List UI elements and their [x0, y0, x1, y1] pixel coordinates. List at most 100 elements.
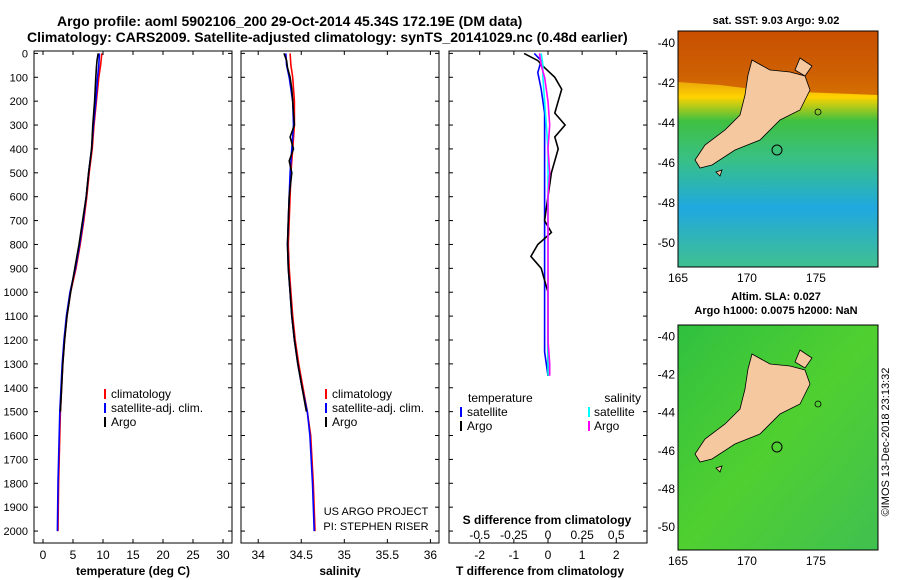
series-line [57, 53, 103, 532]
y-tick-label: 1100 [4, 311, 28, 323]
x-tick-label: -1 [509, 548, 520, 562]
x-tick-label: 0 [545, 548, 552, 562]
map-y-tick-label: -40 [658, 36, 676, 50]
x-tick-label: 20 [156, 548, 170, 562]
sla-map-subtitle: Argo h1000: 0.0075 h2000: NaN [694, 305, 857, 317]
legend-title-temperature: temperature [468, 391, 533, 405]
y-tick-label: 300 [10, 120, 28, 132]
temperature-plot-frame [33, 50, 233, 544]
map-y-tick-label: -46 [658, 444, 676, 458]
map-y-tick-label: -40 [658, 329, 676, 343]
series-line [533, 52, 549, 376]
x-tick-label: 15 [126, 548, 140, 562]
sst-map [677, 30, 879, 268]
y-tick-label: 1300 [4, 359, 28, 371]
argo-location-marker [771, 144, 783, 156]
north-island-tip-sla [794, 349, 813, 369]
x-tick-label: -2 [474, 548, 485, 562]
map-x-tick-label: 170 [737, 554, 757, 568]
series-line [538, 53, 551, 376]
legend-label: Argo [594, 419, 620, 433]
salinity-plot-frame [240, 50, 440, 544]
y-tick-label: 100 [10, 72, 28, 84]
legend-label: climatology [111, 387, 171, 401]
map-y-tick-label: -46 [658, 156, 676, 170]
y-tick-label: 400 [10, 144, 28, 156]
map-y-tick-label: -50 [658, 520, 676, 534]
legend-label: satellite [594, 405, 635, 419]
map-y-tick-label: -44 [658, 406, 676, 420]
south-island-landmass [694, 59, 811, 169]
legend-label: satellite-adj. clim. [111, 401, 203, 415]
map-x-tick-label: 175 [806, 554, 826, 568]
map-x-tick-label: 165 [668, 271, 688, 285]
y-tick-label: 2000 [4, 526, 28, 538]
sla-map [677, 324, 879, 551]
map-y-tick-label: -50 [658, 236, 676, 250]
x-tick-label: 0 [40, 548, 47, 562]
y-tick-label: 900 [10, 263, 28, 275]
x-tick-label: 30 [216, 548, 230, 562]
y-tick-label: 1900 [4, 502, 28, 514]
x-axis-label: T difference from climatology [456, 564, 624, 578]
map-y-tick-label: -44 [658, 116, 676, 130]
s-tick-label: -0.25 [500, 528, 528, 542]
sst-map-frame [677, 30, 879, 268]
figure-title-line1: Argo profile: aoml 5902106_200 29-Oct-20… [57, 13, 523, 29]
map-y-tick-label: -42 [658, 76, 676, 90]
x-axis-label: temperature (deg C) [76, 564, 190, 578]
series-line [283, 53, 308, 412]
y-tick-label: 1000 [4, 287, 28, 299]
y-tick-label: 800 [10, 239, 28, 251]
legend-label: Argo [467, 419, 493, 433]
y-tick-label: 1500 [4, 407, 28, 419]
x-axis-label: salinity [319, 564, 361, 578]
y-tick-label: 1800 [4, 478, 28, 490]
project-credit: US ARGO PROJECT [324, 506, 429, 518]
y-tick-label: 1400 [4, 383, 28, 395]
x-tick-label: 35.5 [376, 548, 400, 562]
argo-location-marker-sla [771, 441, 783, 453]
x-tick-label: 34 [252, 548, 266, 562]
series-line [59, 53, 99, 412]
map-y-tick-label: -42 [658, 368, 676, 382]
stewart-island-sla [715, 465, 723, 473]
figure-title-line2: Climatology: CARS2009. Satellite-adjuste… [27, 29, 628, 45]
y-tick-label: 200 [10, 96, 28, 108]
y-tick-label: 1200 [4, 335, 28, 347]
s-tick-label: 0.5 [608, 528, 625, 542]
map-y-tick-label: -48 [658, 482, 676, 496]
s-tick-label: -0.5 [469, 528, 490, 542]
map-x-tick-label: 165 [668, 554, 688, 568]
y-tick-label: 1600 [4, 431, 28, 443]
map-x-tick-label: 170 [737, 271, 757, 285]
y-tick-label: 0 [22, 48, 28, 60]
sst-map-title: sat. SST: 9.03 Argo: 9.02 [713, 15, 840, 27]
imos-credit: ©IMOS 13-Dec-2018 23:13:32 [880, 368, 892, 517]
map-y-tick-label: -48 [658, 196, 676, 210]
warm-water-region [678, 31, 878, 95]
y-tick-label: 1700 [4, 454, 28, 466]
x-tick-label: 2 [613, 548, 620, 562]
x-tick-label: 1 [579, 548, 586, 562]
stewart-island [715, 169, 723, 177]
sla-map-frame [677, 324, 879, 551]
s-axis-label: S difference from climatology [463, 513, 632, 527]
north-island-tip [794, 57, 813, 77]
legend-label: climatology [332, 387, 392, 401]
y-tick-label: 700 [10, 216, 28, 228]
legend-label: satellite [467, 405, 508, 419]
s-tick-label: 0.25 [570, 528, 594, 542]
x-tick-label: 5 [70, 548, 77, 562]
s-tick-label: 0 [545, 528, 552, 542]
legend-label: satellite-adj. clim. [332, 401, 424, 415]
south-island-landmass-sla [694, 353, 811, 463]
x-tick-label: 25 [186, 548, 200, 562]
y-tick-label: 600 [10, 192, 28, 204]
legend-title-salinity: salinity [604, 391, 641, 405]
y-tick-label: 500 [10, 168, 28, 180]
pi-credit: PI: STEPHEN RISER [323, 521, 428, 533]
legend-label: Argo [111, 415, 137, 429]
contour-marker-sla [814, 400, 822, 408]
